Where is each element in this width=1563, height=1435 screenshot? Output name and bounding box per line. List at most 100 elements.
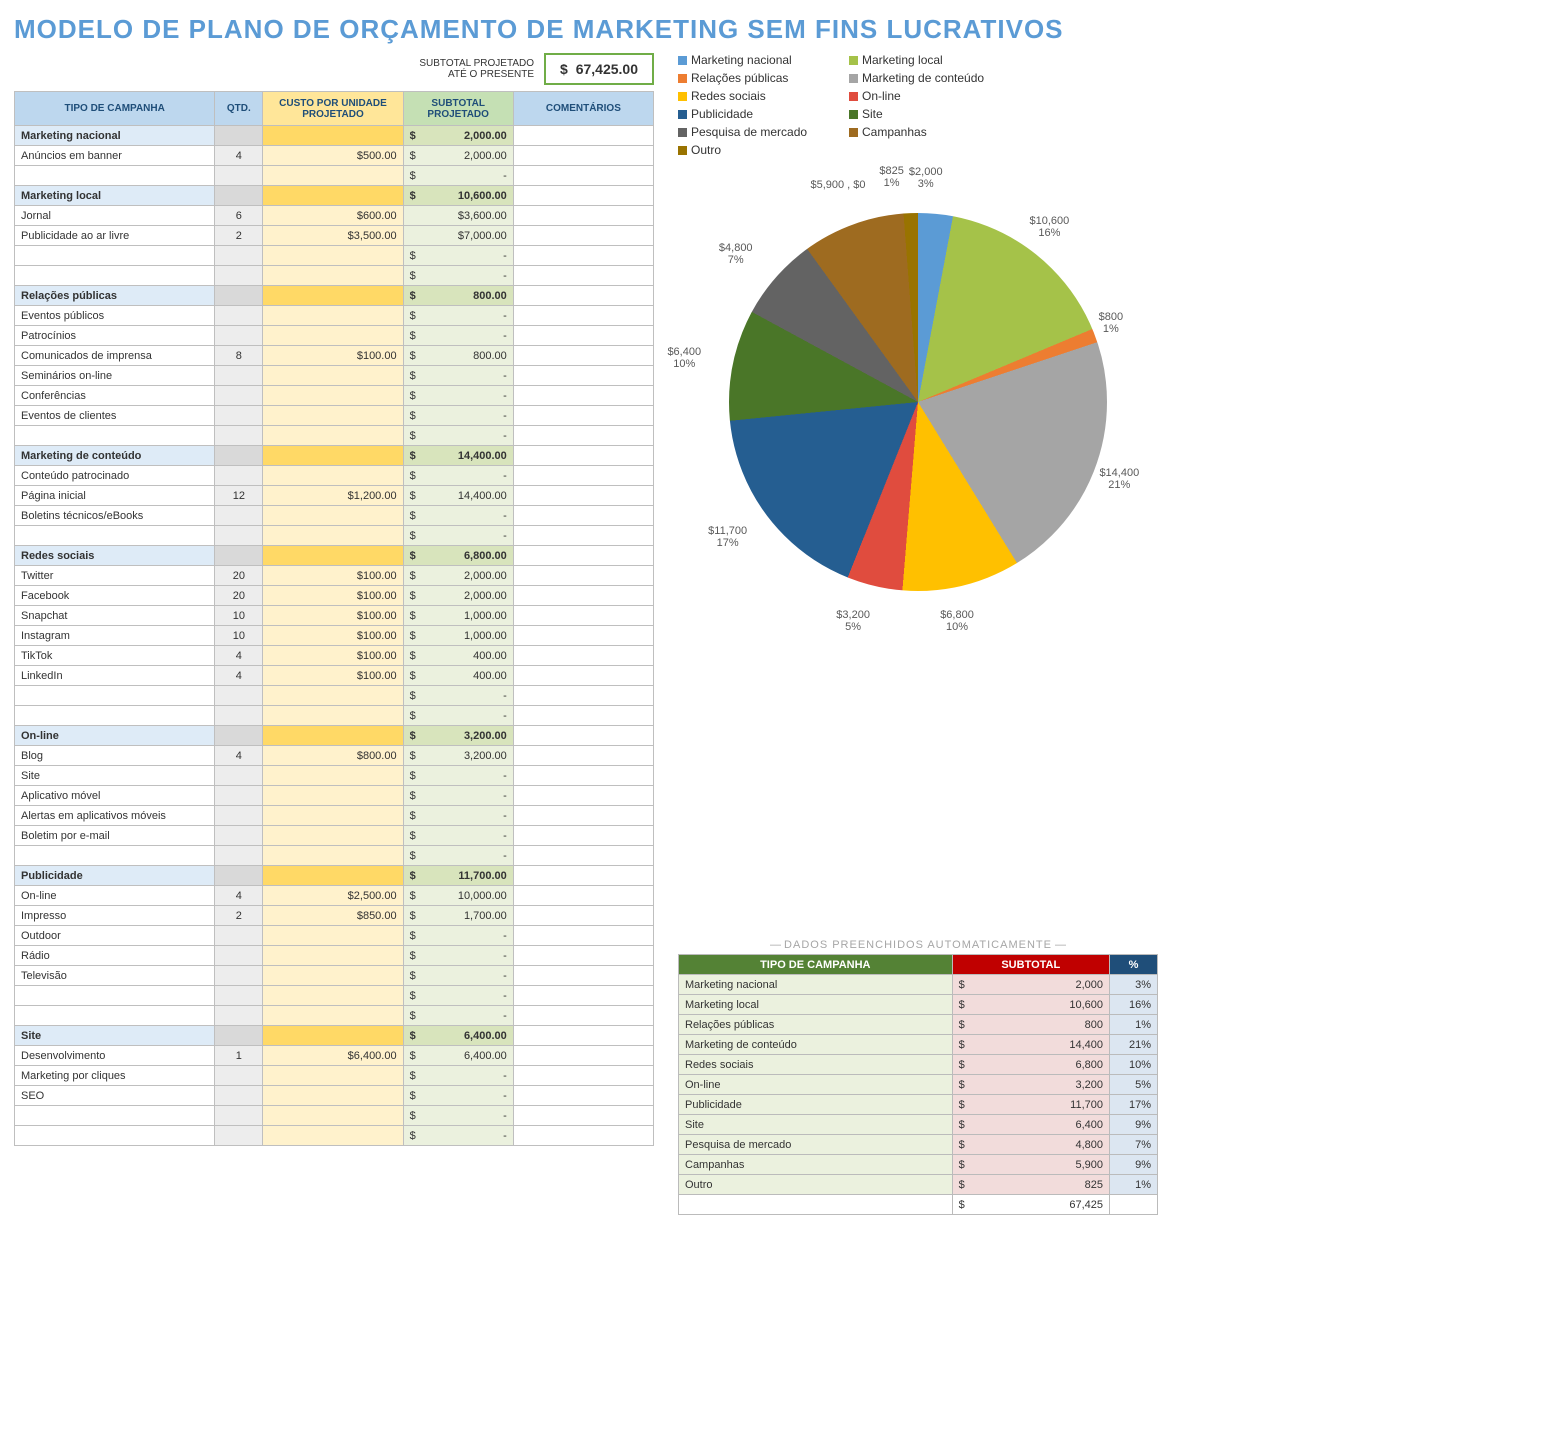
table-row: Conferências$- xyxy=(15,386,654,406)
pie-slice-label: $5,900 , $0 xyxy=(810,179,865,191)
summary-row: Redes sociais$6,80010% xyxy=(679,1055,1158,1075)
table-row: Comunicados de imprensa8$100.00$800.00 xyxy=(15,346,654,366)
section-header: Redes sociais$6,800.00 xyxy=(15,546,654,566)
summary-h-pct: % xyxy=(1110,955,1158,975)
table-row: $- xyxy=(15,246,654,266)
table-row: $- xyxy=(15,1126,654,1146)
legend-item: Outro xyxy=(678,143,823,157)
pie-slice-label: $14,40021% xyxy=(1099,467,1139,491)
summary-caption: DADOS PREENCHIDOS AUTOMATICAMENTE xyxy=(678,939,1158,951)
table-row: Conteúdo patrocinado$- xyxy=(15,466,654,486)
table-row: Facebook20$100.00$2,000.00 xyxy=(15,586,654,606)
section-header: Site$6,400.00 xyxy=(15,1026,654,1046)
table-row: Boletim por e-mail$- xyxy=(15,826,654,846)
table-row: Seminários on-line$- xyxy=(15,366,654,386)
table-row: Impresso2$850.00$1,700.00 xyxy=(15,906,654,926)
table-row: LinkedIn4$100.00$400.00 xyxy=(15,666,654,686)
chart-legend: Marketing nacionalMarketing localRelaçõe… xyxy=(678,53,1158,157)
subtotal-label-1: SUBTOTAL PROJETADO xyxy=(419,58,534,69)
table-row: Alertas em aplicativos móveis$- xyxy=(15,806,654,826)
table-row: Twitter20$100.00$2,000.00 xyxy=(15,566,654,586)
legend-item: Marketing local xyxy=(849,53,994,67)
col-header-cost: CUSTO POR UNIDADE PROJETADO xyxy=(263,92,403,126)
subtotal-amount: 67,425.00 xyxy=(576,61,638,77)
summary-row: Pesquisa de mercado$4,8007% xyxy=(679,1135,1158,1155)
table-row: $- xyxy=(15,1106,654,1126)
pie-slice-label: $10,60016% xyxy=(1030,215,1070,239)
pie-slice-label: $6,80010% xyxy=(940,609,974,633)
legend-item: Redes sociais xyxy=(678,89,823,103)
summary-row: Campanhas$5,9009% xyxy=(679,1155,1158,1175)
legend-item: Publicidade xyxy=(678,107,823,121)
pie-slice-label: $2,0003% xyxy=(909,166,943,190)
legend-item: On-line xyxy=(849,89,994,103)
col-header-qty: QTD. xyxy=(215,92,263,126)
pie-slice-label: $6,40010% xyxy=(667,346,701,370)
summary-row: On-line$3,2005% xyxy=(679,1075,1158,1095)
table-row: Marketing por cliques$- xyxy=(15,1066,654,1086)
summary-table: TIPO DE CAMPANHA SUBTOTAL % Marketing na… xyxy=(678,954,1158,1215)
summary-row: Site$6,4009% xyxy=(679,1115,1158,1135)
table-row: $- xyxy=(15,526,654,546)
subtotal-currency: $ xyxy=(560,61,568,77)
table-row: SEO$- xyxy=(15,1086,654,1106)
table-row: Blog4$800.00$3,200.00 xyxy=(15,746,654,766)
table-row: $- xyxy=(15,986,654,1006)
section-header: Marketing nacional$2,000.00 xyxy=(15,126,654,146)
table-row: $- xyxy=(15,846,654,866)
summary-row: Marketing local$10,60016% xyxy=(679,995,1158,1015)
table-row: Jornal6$600.00$3,600.00 xyxy=(15,206,654,226)
col-header-type: TIPO DE CAMPANHA xyxy=(15,92,215,126)
table-row: Rádio$- xyxy=(15,946,654,966)
table-row: Patrocínios$- xyxy=(15,326,654,346)
summary-h-type: TIPO DE CAMPANHA xyxy=(679,955,953,975)
table-row: Televisão$- xyxy=(15,966,654,986)
summary-row: Relações públicas$8001% xyxy=(679,1015,1158,1035)
section-header: Marketing local$10,600.00 xyxy=(15,186,654,206)
subtotal-value-box: $ 67,425.00 xyxy=(544,53,654,85)
section-header: Relações públicas$800.00 xyxy=(15,286,654,306)
budget-table: TIPO DE CAMPANHA QTD. CUSTO POR UNIDADE … xyxy=(14,91,654,1146)
table-row: TikTok4$100.00$400.00 xyxy=(15,646,654,666)
summary-total: $67,425 xyxy=(952,1195,1109,1215)
table-row: Eventos de clientes$- xyxy=(15,406,654,426)
table-row: Instagram10$100.00$1,000.00 xyxy=(15,626,654,646)
pie-slice-label: $4,8007% xyxy=(719,242,753,266)
section-header: On-line$3,200.00 xyxy=(15,726,654,746)
pie-slice-label: $3,2005% xyxy=(836,609,870,633)
subtotal-label-2: ATÉ O PRESENTE xyxy=(419,69,534,80)
table-row: $- xyxy=(15,426,654,446)
summary-row: Marketing de conteúdo$14,40021% xyxy=(679,1035,1158,1055)
table-row: Boletins técnicos/eBooks$- xyxy=(15,506,654,526)
pie-chart: $2,0003% $10,60016% $8001% $14,40021% $6,800… xyxy=(683,167,1153,637)
table-row: Publicidade ao ar livre2$3,500.00$7,000.… xyxy=(15,226,654,246)
summary-row: Outro$8251% xyxy=(679,1175,1158,1195)
subtotal-banner: SUBTOTAL PROJETADO ATÉ O PRESENTE $ 67,4… xyxy=(14,53,654,85)
summary-row: Marketing nacional$2,0003% xyxy=(679,975,1158,995)
pie-slice-label: $8251% xyxy=(879,165,903,189)
legend-item: Site xyxy=(849,107,994,121)
table-row: Anúncios em banner4$500.00$2,000.00 xyxy=(15,146,654,166)
table-row: On-line4$2,500.00$10,000.00 xyxy=(15,886,654,906)
col-header-sub: SUBTOTAL PROJETADO xyxy=(403,92,513,126)
table-row: Snapchat10$100.00$1,000.00 xyxy=(15,606,654,626)
pie-slice-label: $11,70017% xyxy=(708,525,747,549)
table-row: $- xyxy=(15,1006,654,1026)
page-title: MODELO DE PLANO DE ORÇAMENTO DE MARKETIN… xyxy=(14,14,1549,45)
legend-item: Marketing de conteúdo xyxy=(849,71,994,85)
summary-h-sub: SUBTOTAL xyxy=(952,955,1109,975)
table-row: Desenvolvimento1$6,400.00$6,400.00 xyxy=(15,1046,654,1066)
pie-slice-label: $8001% xyxy=(1099,311,1123,335)
table-row: Outdoor$- xyxy=(15,926,654,946)
table-row: $- xyxy=(15,266,654,286)
legend-item: Campanhas xyxy=(849,125,994,139)
col-header-com: COMENTÁRIOS xyxy=(513,92,653,126)
table-row: Página inicial12$1,200.00$14,400.00 xyxy=(15,486,654,506)
table-row: Eventos públicos$- xyxy=(15,306,654,326)
table-row: $- xyxy=(15,686,654,706)
section-header: Marketing de conteúdo$14,400.00 xyxy=(15,446,654,466)
legend-item: Marketing nacional xyxy=(678,53,823,67)
table-row: Site$- xyxy=(15,766,654,786)
table-row: $- xyxy=(15,706,654,726)
table-row: $- xyxy=(15,166,654,186)
